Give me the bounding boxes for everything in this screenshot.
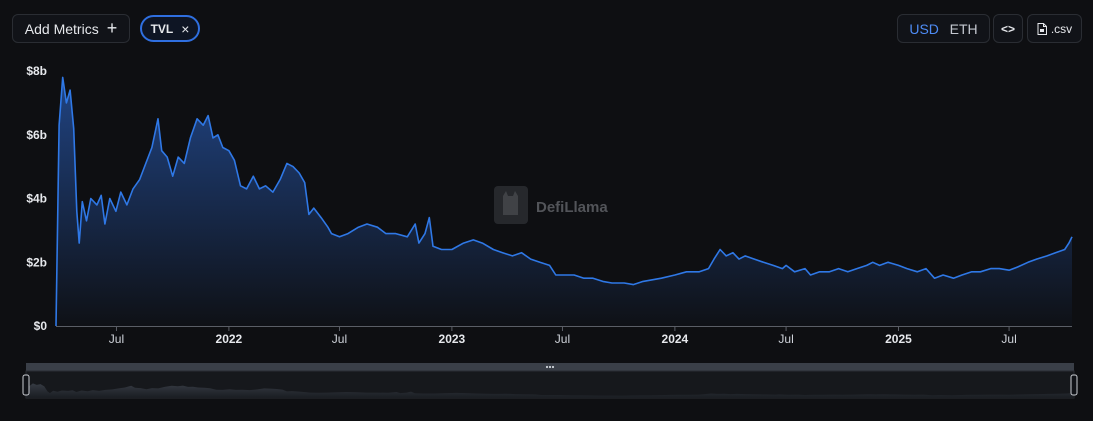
x-tick-label: 2024 [662,332,689,346]
metric-chip-label: TVL [150,21,174,36]
brush-left-handle[interactable] [22,374,30,396]
plus-icon: + [106,17,118,38]
y-tick-label: $2b [26,255,47,269]
x-axis: Jul 2022 Jul 2023 Jul 2024 Jul 2025 Jul [56,326,1072,346]
x-tick-label: 2023 [439,332,466,346]
chart-toolbar: Add Metrics + TVL × USD ETH <> .csv [0,0,1093,56]
add-metrics-button[interactable]: Add Metrics + [12,14,130,43]
close-icon[interactable]: × [181,20,190,37]
x-tick-label: Jul [555,332,570,346]
range-brush[interactable] [22,363,1078,399]
brush-grip-dot [551,365,555,369]
y-tick-label: $8b [26,64,47,78]
x-tick-label: Jul [332,332,347,346]
tvl-line [55,76,1073,327]
currency-toggle: USD ETH [897,14,990,43]
y-axis: $0 $2b $4b $6b $8b [26,64,47,333]
currency-option-eth[interactable]: ETH [949,20,978,37]
x-tick-label: Jul [1001,332,1016,346]
x-tick-label: Jul [109,332,124,346]
tvl-area [56,77,1072,327]
brush-window[interactable] [25,370,1075,399]
tvl-points [55,76,1073,327]
embed-button[interactable]: <> [993,14,1023,43]
watermark: DefiLlama [494,186,608,224]
metric-chip-tvl[interactable]: TVL × [140,15,200,42]
y-tick-label: $4b [26,192,47,206]
csv-label: .csv [1050,21,1073,36]
brush-right-handle[interactable] [1070,374,1078,396]
watermark-text: DefiLlama [536,199,608,216]
x-tick-label: Jul [778,332,793,346]
llama-head-shape [503,191,518,215]
brush-grip-dot [545,365,549,369]
file-icon [1037,22,1047,35]
brush-mini-area [26,383,1074,398]
code-icon: <> [1000,21,1015,36]
y-tick-label: $0 [34,319,48,333]
x-tick-label: 2022 [216,332,243,346]
brush-grip-dot [548,365,552,369]
y-tick-label: $6b [26,128,47,142]
add-metrics-label: Add Metrics [24,20,99,37]
brush-track[interactable] [26,363,1074,371]
x-tick-label: 2025 [885,332,912,346]
download-csv-button[interactable]: .csv [1027,14,1082,43]
currency-option-usd[interactable]: USD [909,20,939,37]
llama-logo-icon [494,186,528,224]
